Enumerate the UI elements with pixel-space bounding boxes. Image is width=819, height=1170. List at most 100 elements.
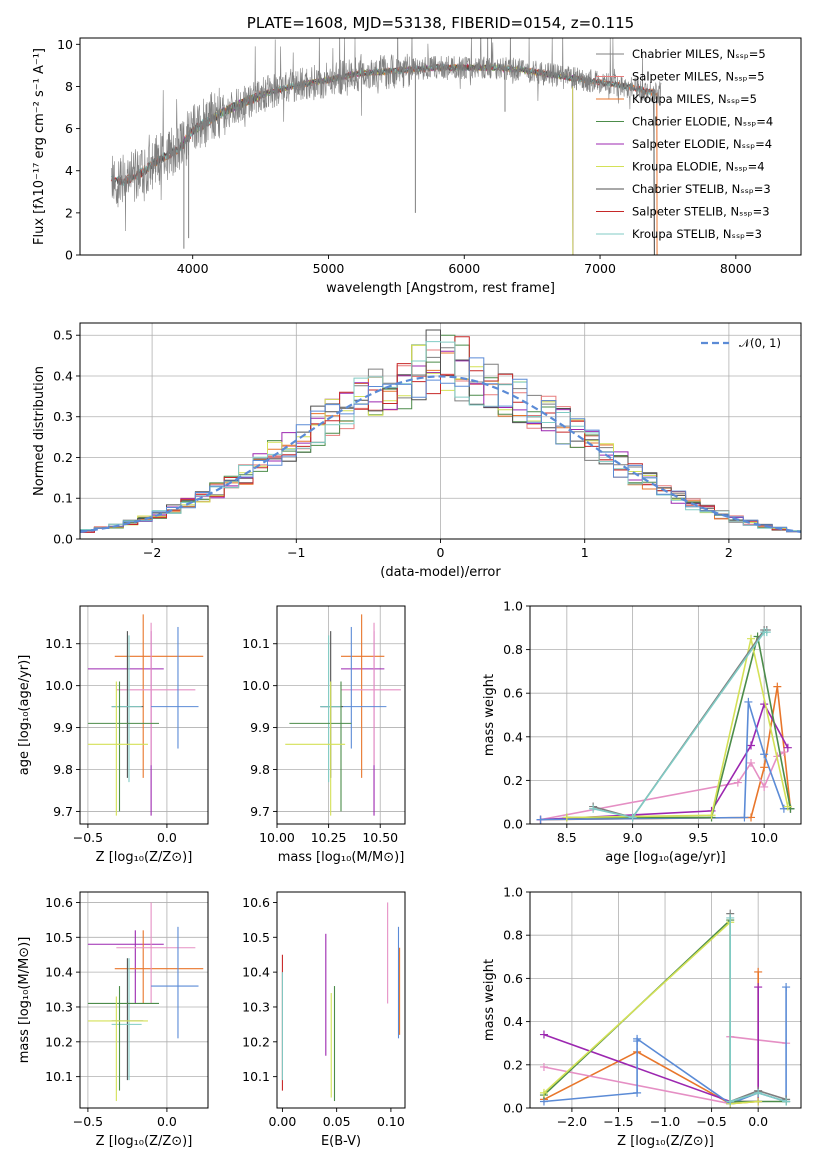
error-bar-point (116, 902, 196, 1004)
x-tick-label: 10.0 (750, 830, 778, 845)
x-axis-label: age [log₁₀(age/yr)] (605, 850, 726, 865)
x-axis-label: mass [log₁₀(M/M⊙)] (278, 850, 405, 865)
weight-marker (633, 1088, 642, 1097)
x-tick-label: 10.25 (311, 830, 347, 845)
y-tick-label: 1.0 (503, 599, 523, 614)
y-tick-label: 0.2 (503, 773, 523, 788)
weight-marker (539, 1030, 548, 1039)
plot-area (87, 614, 204, 816)
x-tick-label: 0.0 (157, 830, 177, 845)
error-bar-point (114, 930, 204, 1004)
y-tick-label: 10.1 (242, 1069, 270, 1084)
weight-marker (628, 813, 637, 822)
x-tick-label: −0.5 (696, 1114, 726, 1129)
x-tick-label: −2 (143, 545, 161, 560)
x-tick-label: 4000 (177, 261, 209, 276)
y-tick-label: 0.6 (503, 686, 523, 701)
x-tick-label: −0.5 (73, 1114, 103, 1129)
weight-marker (539, 1088, 548, 1097)
y-tick-label: 0.4 (503, 729, 523, 744)
plot-area (80, 329, 801, 539)
x-tick-label: −1 (287, 545, 305, 560)
y-tick-label: 1.0 (503, 885, 523, 900)
weight-marker (762, 628, 771, 637)
x-axis-label: wavelength [Angstrom, rest frame] (326, 281, 555, 296)
y-tick-label: 10.2 (242, 1034, 270, 1049)
weight-marker (754, 1088, 763, 1097)
weight-marker (754, 1097, 763, 1106)
y-tick-label: 10.3 (242, 999, 270, 1014)
y-tick-label: 10.6 (45, 895, 73, 910)
y-axis-label: mass [log₁₀(M/M⊙)] (17, 937, 32, 1064)
weight-marker (782, 1097, 791, 1106)
chart-age-vs-mass: 10.00 10.25 10.50 9.7 9.8 9.9 10.0 10.1 mass [lo… (242, 605, 406, 865)
x-axis-label: Z [log₁₀(Z/Z⊙)] (96, 1134, 193, 1149)
y-axis-label: Flux [fλ10⁻¹⁷ erg cm⁻² s⁻¹ A⁻¹] (32, 48, 47, 245)
plot-area (285, 614, 401, 816)
error-bar-point (341, 622, 401, 766)
weight-line (592, 629, 767, 819)
legend-entry: Chabrier ELODIE, Nₛₛₚ=4 (632, 115, 773, 129)
y-tick-label: 0.2 (53, 450, 73, 465)
weight-line (729, 917, 787, 1103)
y-tick-label: 0.5 (53, 328, 73, 343)
weight-marker (633, 1034, 642, 1043)
weight-marker (740, 813, 749, 822)
weight-line (543, 920, 759, 1105)
error-bar-point (320, 631, 344, 778)
y-tick-label: 10.1 (242, 636, 270, 651)
error-bar-point (87, 986, 160, 1091)
legend-entry: Kroupa ELODIE, Nₛₛₚ=4 (632, 160, 765, 174)
error-bar-point (285, 681, 346, 816)
y-tick-label: 9.9 (250, 720, 270, 735)
y-tick-label: 9.8 (53, 762, 73, 777)
weight-marker (773, 682, 782, 691)
chart-spectrum: 4000 5000 6000 7000 8000 0 2 4 6 8 10 wavelength [A… (32, 14, 802, 296)
error-bar-point (151, 926, 199, 1039)
chart-age-vs-Z: −0.5 0.0 9.7 9.8 9.9 10.0 10.1 Z [log₁₀(Z/Z⊙)] a… (17, 605, 209, 865)
plot-area (539, 909, 791, 1108)
weight-marker (747, 741, 756, 750)
x-tick-label: 8.5 (557, 830, 577, 845)
y-tick-label: 0.0 (53, 532, 73, 547)
x-tick-label: 0.05 (323, 1114, 351, 1129)
legend-entry: Salpeter STELIB, Nₛₛₚ=3 (632, 205, 770, 219)
x-tick-label: 0.0 (157, 1114, 177, 1129)
weight-line (592, 631, 767, 819)
weight-marker (589, 804, 598, 813)
y-tick-label: 0.3 (53, 409, 73, 424)
y-tick-label: 0.8 (503, 642, 523, 657)
y-tick-label: 10.1 (45, 1069, 73, 1084)
x-tick-label: 0.0 (748, 1114, 768, 1129)
y-axis-label: Normed distribution (32, 366, 47, 496)
x-tick-label: 0.10 (377, 1114, 405, 1129)
legend-entry: 𝒩(0, 1) (739, 336, 781, 350)
error-bar-point (87, 996, 148, 1102)
y-tick-label: 10 (57, 37, 73, 52)
chart-residuals: −2 −1 0 1 2 0.0 0.1 0.2 0.3 0.4 0.5 (data-model)/er… (32, 322, 802, 580)
y-tick-label: 9.7 (53, 804, 73, 819)
y-tick-label: 9.8 (250, 762, 270, 777)
axes-frame (276, 605, 406, 825)
x-tick-label: 2 (725, 545, 733, 560)
y-tick-label: 9.7 (250, 804, 270, 819)
axes-frame (529, 891, 802, 1109)
weight-marker (754, 967, 763, 976)
y-tick-label: 10.3 (45, 999, 73, 1014)
y-tick-label: 10.0 (242, 678, 270, 693)
weight-line (540, 686, 792, 821)
y-axis-label: mass weight (482, 674, 497, 756)
weight-marker (726, 913, 735, 922)
weight-line (566, 636, 792, 819)
x-tick-label: 0 (437, 545, 445, 560)
axes-frame (79, 322, 802, 540)
x-tick-label: 1 (581, 545, 589, 560)
y-tick-label: 10.1 (45, 636, 73, 651)
weight-marker (726, 1097, 735, 1106)
weight-marker (744, 697, 753, 706)
plot-area (536, 625, 795, 824)
weight-marker (783, 743, 792, 752)
chart-mass-vs-EBV: 0.00 0.05 0.10 10.1 10.2 10.3 10.4 10.5 10.6 E(B-… (242, 891, 406, 1149)
x-axis-label: Z [log₁₀(Z/Z⊙)] (96, 850, 193, 865)
model-line (124, 63, 658, 255)
